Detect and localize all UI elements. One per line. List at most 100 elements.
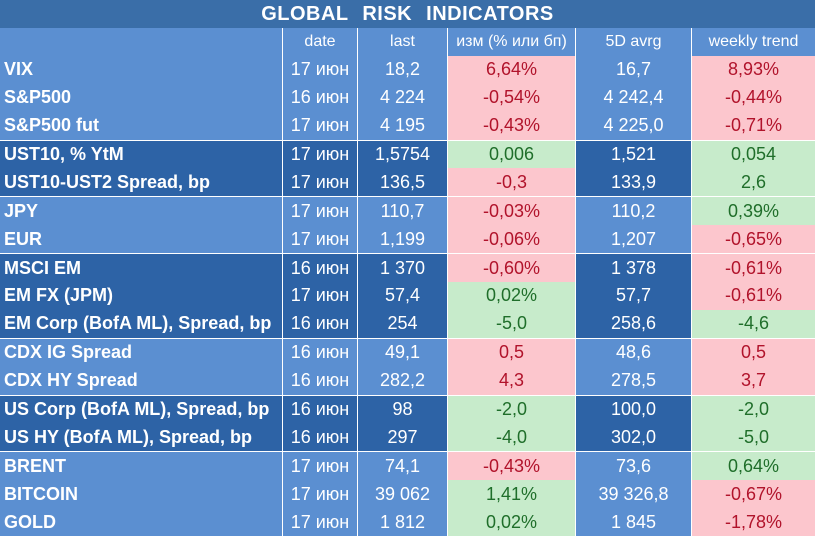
table-row: CDX IG Spread 16 июн 49,1 0,5 48,6 0,5 xyxy=(0,337,815,367)
row-last: 1 370 xyxy=(358,254,448,283)
row-name: S&P500 fut xyxy=(0,111,283,140)
table-row: S&P500 16 июн 4 224 -0,54% 4 242,4 -0,44% xyxy=(0,83,815,112)
row-change: -2,0 xyxy=(448,395,576,424)
row-name: VIX xyxy=(0,55,283,84)
row-avg: 1,521 xyxy=(576,140,692,169)
table-row: GOLD 17 июн 1 812 0,02% 1 845 -1,78% xyxy=(0,508,815,536)
row-date: 17 июн xyxy=(283,452,358,481)
row-change: -4,0 xyxy=(448,423,576,452)
row-name: BITCOIN xyxy=(0,480,283,509)
row-date: 17 июн xyxy=(283,508,358,536)
table-row: US Corp (BofA ML), Spread, bp 16 июн 98 -2,… xyxy=(0,394,815,424)
row-change: 6,64% xyxy=(448,55,576,84)
row-last: 49,1 xyxy=(358,338,448,367)
row-name: UST10, % YtM xyxy=(0,140,283,169)
header-last: last xyxy=(358,28,448,56)
row-avg: 100,0 xyxy=(576,395,692,424)
table-row: VIX 17 июн 18,2 6,64% 16,7 8,93% xyxy=(0,55,815,84)
row-change: 0,5 xyxy=(448,338,576,367)
row-date: 17 июн xyxy=(283,111,358,140)
row-last: 254 xyxy=(358,309,448,338)
row-avg: 4 242,4 xyxy=(576,83,692,112)
row-last: 4 195 xyxy=(358,111,448,140)
row-date: 17 июн xyxy=(283,140,358,169)
header-date: date xyxy=(283,28,358,56)
table-row: EUR 17 июн 1,199 -0,06% 1,207 -0,65% xyxy=(0,225,815,254)
row-weekly: 0,64% xyxy=(692,452,815,481)
header-weekly: weekly trend xyxy=(708,32,799,50)
row-weekly: 2,6 xyxy=(692,168,815,197)
table-row: EM Corp (BofA ML), Spread, bp 16 июн 254 -5… xyxy=(0,309,815,338)
row-weekly: -0,71% xyxy=(692,111,815,140)
row-name: JPY xyxy=(0,197,283,226)
row-weekly: -2,0 xyxy=(692,395,815,424)
row-last: 136,5 xyxy=(358,168,448,197)
row-last: 57,4 xyxy=(358,282,448,310)
table-row: US HY (BofA ML), Spread, bp 16 июн 297 -4,0… xyxy=(0,423,815,452)
row-date: 16 июн xyxy=(283,395,358,424)
row-name: EM Corp (BofA ML), Spread, bp xyxy=(0,309,283,338)
row-date: 16 июн xyxy=(283,83,358,112)
row-last: 1,199 xyxy=(358,225,448,254)
table-row: MSCI EM 16 июн 1 370 -0,60% 1 378 -0,61% xyxy=(0,253,815,283)
row-change: -0,60% xyxy=(448,254,576,283)
row-date: 16 июн xyxy=(283,423,358,452)
row-name: CDX HY Spread xyxy=(0,366,283,395)
row-last: 297 xyxy=(358,423,448,452)
row-change: -0,43% xyxy=(448,452,576,481)
row-change: 4,3 xyxy=(448,366,576,395)
row-avg: 1,207 xyxy=(576,225,692,254)
table-row: CDX HY Spread 16 июн 282,2 4,3 278,5 3,7 xyxy=(0,366,815,395)
header-change: изм (% или бп) xyxy=(448,28,576,56)
row-date: 17 июн xyxy=(283,168,358,197)
row-avg: 278,5 xyxy=(576,366,692,395)
row-weekly: -0,65% xyxy=(692,225,815,254)
row-name: US HY (BofA ML), Spread, bp xyxy=(0,423,283,452)
row-date: 17 июн xyxy=(283,197,358,226)
row-last: 98 xyxy=(358,395,448,424)
row-change: -0,03% xyxy=(448,197,576,226)
row-change: 0,02% xyxy=(448,508,576,536)
row-change: -0,3 xyxy=(448,168,576,197)
table-body: VIX 17 июн 18,2 6,64% 16,7 8,93% S&P500 16 июн 4… xyxy=(0,55,815,536)
row-last: 110,7 xyxy=(358,197,448,226)
row-date: 17 июн xyxy=(283,480,358,509)
row-avg: 16,7 xyxy=(576,55,692,84)
row-name: MSCI EM xyxy=(0,254,283,283)
row-avg: 110,2 xyxy=(576,197,692,226)
row-weekly: -0,67% xyxy=(692,480,815,509)
row-name: BRENT xyxy=(0,452,283,481)
row-avg: 133,9 xyxy=(576,168,692,197)
row-avg: 4 225,0 xyxy=(576,111,692,140)
row-last: 1,5754 xyxy=(358,140,448,169)
row-last: 282,2 xyxy=(358,366,448,395)
row-avg: 39 326,8 xyxy=(576,480,692,509)
row-change: 1,41% xyxy=(448,480,576,509)
row-avg: 1 378 xyxy=(576,254,692,283)
row-avg: 57,7 xyxy=(576,282,692,310)
row-name: CDX IG Spread xyxy=(0,338,283,367)
table-row: S&P500 fut 17 июн 4 195 -0,43% 4 225,0 -0,71% xyxy=(0,111,815,140)
row-weekly: 8,93% xyxy=(692,55,815,84)
row-avg: 73,6 xyxy=(576,452,692,481)
table-row: BRENT 17 июн 74,1 -0,43% 73,6 0,64% xyxy=(0,451,815,481)
row-change: -0,54% xyxy=(448,83,576,112)
row-date: 17 июн xyxy=(283,282,358,310)
table-row: UST10-UST2 Spread, bp 17 июн 136,5 -0,3 133,… xyxy=(0,168,815,197)
row-last: 74,1 xyxy=(358,452,448,481)
row-weekly: -5,0 xyxy=(692,423,815,452)
row-date: 17 июн xyxy=(283,225,358,254)
row-name: GOLD xyxy=(0,508,283,536)
row-name: EM FX (JPM) xyxy=(0,282,283,310)
row-avg: 258,6 xyxy=(576,309,692,338)
row-name: S&P500 xyxy=(0,83,283,112)
table-row: EM FX (JPM) 17 июн 57,4 0,02% 57,7 -0,61% xyxy=(0,282,815,310)
header-row: date last изм (% или бп) 5D avrg weekly … xyxy=(0,28,815,56)
header-avg: 5D avrg xyxy=(576,28,692,56)
row-name: EUR xyxy=(0,225,283,254)
row-last: 18,2 xyxy=(358,55,448,84)
row-name: US Corp (BofA ML), Spread, bp xyxy=(0,395,283,424)
table-title: GLOBAL RISK INDICATORS xyxy=(0,0,815,28)
row-date: 17 июн xyxy=(283,55,358,84)
row-date: 16 июн xyxy=(283,366,358,395)
